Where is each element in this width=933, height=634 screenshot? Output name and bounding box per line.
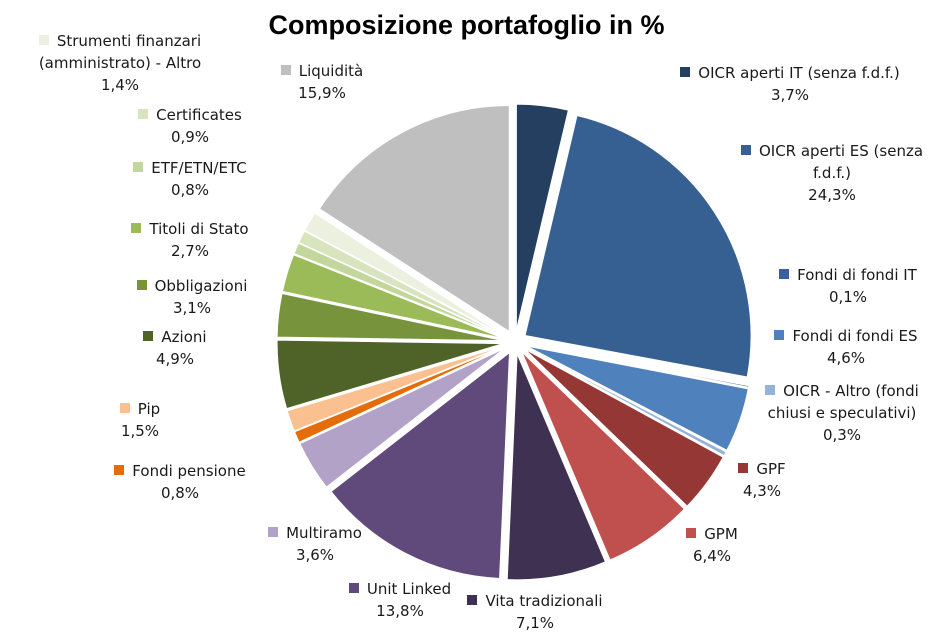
- pie-slice: [506, 353, 607, 581]
- category-name: Strumenti finanzari (amministrato) - Alt…: [38, 32, 202, 72]
- value-label: 1,5%: [120, 422, 160, 440]
- pie-slice: [526, 343, 750, 388]
- pie-slice: [515, 103, 569, 331]
- category-name: Fondi pensione: [132, 462, 246, 480]
- slice-label: Vita tradizionali 7,1%: [445, 590, 625, 634]
- value-label: 2,7%: [170, 242, 210, 260]
- category-name: Pip: [137, 400, 161, 418]
- slice-label: OICR aperti ES (senza f.d.f.) 24,3%: [727, 140, 933, 206]
- slice-label: Strumenti finanzari (amministrato) - Alt…: [5, 30, 235, 96]
- value-label: 0,3%: [822, 426, 862, 444]
- slice-label: OICR aperti IT (senza f.d.f.) 3,7%: [670, 62, 910, 106]
- legend-swatch: [740, 145, 751, 155]
- slice-label: Multiramo 3,6%: [245, 522, 385, 566]
- legend-swatch: [348, 583, 359, 593]
- category-name: Azioni: [161, 328, 207, 346]
- pie-slice: [524, 114, 752, 378]
- legend-swatch: [680, 67, 691, 77]
- value-label: 3,1%: [172, 299, 212, 317]
- slice-label: Obbligazioni 3,1%: [112, 275, 272, 319]
- category-name: Obbligazioni: [154, 277, 248, 295]
- value-label: 1,4%: [100, 76, 140, 94]
- category-name: Vita tradizionali: [485, 592, 603, 610]
- value-label: 0,9%: [170, 128, 210, 146]
- slice-label: Certificates 0,9%: [110, 104, 270, 148]
- legend-swatch: [467, 595, 478, 605]
- legend-swatch: [738, 463, 749, 473]
- category-name: Liquidità: [298, 62, 364, 80]
- slice-label: Azioni 4,9%: [105, 326, 245, 370]
- value-label: 3,6%: [295, 546, 335, 564]
- slice-label: Fondi pensione 0,8%: [90, 460, 270, 504]
- pie-slice: [286, 345, 504, 432]
- category-name: Fondi di fondi ES: [792, 327, 918, 345]
- value-label: 13,8%: [376, 602, 424, 620]
- legend-swatch: [765, 385, 776, 395]
- pie-slice: [298, 230, 505, 338]
- legend-swatch: [779, 269, 790, 279]
- value-label: 4,3%: [742, 482, 782, 500]
- legend-swatch: [133, 162, 144, 172]
- pie-slice: [304, 212, 505, 337]
- pie-slice: [281, 254, 504, 340]
- value-label: 0,8%: [170, 181, 210, 199]
- pie-slice: [524, 348, 724, 507]
- pie-slice: [293, 346, 505, 443]
- legend-swatch: [774, 330, 785, 340]
- category-name: GPM: [704, 525, 738, 543]
- slice-label: GPM 6,4%: [662, 523, 762, 567]
- value-label: 7,1%: [515, 614, 555, 632]
- slice-label: Unit Linked 13,8%: [330, 578, 470, 622]
- pie-slice: [293, 242, 505, 338]
- legend-swatch: [143, 331, 154, 341]
- category-name: Certificates: [156, 106, 242, 124]
- value-label: 0,1%: [828, 288, 868, 306]
- legend-swatch: [136, 280, 147, 290]
- value-label: 3,7%: [770, 86, 810, 104]
- legend-swatch: [268, 527, 279, 537]
- category-name: GPF: [756, 460, 786, 478]
- chart-title: Composizione portafoglio in %: [268, 10, 665, 40]
- legend-swatch: [280, 65, 291, 75]
- category-name: OICR aperti ES (senza f.d.f.): [758, 142, 924, 182]
- pie-slice: [276, 292, 504, 342]
- category-name: Fondi di fondi IT: [797, 266, 917, 284]
- legend-swatch: [119, 403, 130, 413]
- value-label: 4,9%: [155, 350, 195, 368]
- pie-slice: [299, 347, 506, 488]
- slice-label: Liquidità 15,9%: [252, 60, 392, 104]
- category-name: ETF/ETN/ETC: [151, 159, 247, 177]
- legend-swatch: [131, 223, 142, 233]
- value-label: 4,6%: [826, 349, 866, 367]
- value-label: 6,4%: [692, 547, 732, 565]
- value-label: 0,8%: [160, 484, 200, 502]
- slice-label: ETF/ETN/ETC 0,8%: [110, 157, 270, 201]
- slice-label: Fondi di fondi ES 4,6%: [761, 325, 931, 369]
- category-name: Multiramo: [286, 524, 362, 542]
- slice-label: Titoli di Stato 2,7%: [110, 218, 270, 262]
- category-name: Unit Linked: [366, 580, 452, 598]
- pie-slice: [318, 104, 510, 333]
- pie-slice: [526, 345, 749, 451]
- category-name: Titoli di Stato: [149, 220, 249, 238]
- legend-swatch: [686, 528, 697, 538]
- slice-label: Fondi di fondi IT 0,1%: [773, 264, 923, 308]
- value-label: 15,9%: [298, 84, 346, 102]
- slice-label: GPF 4,3%: [712, 458, 812, 502]
- category-name: OICR aperti IT (senza f.d.f.): [698, 64, 900, 82]
- legend-swatch: [114, 465, 125, 475]
- pie-slice: [276, 339, 504, 410]
- legend-swatch: [38, 35, 49, 45]
- pie-slice: [330, 351, 511, 579]
- pie-slice: [521, 351, 686, 561]
- value-label: 24,3%: [808, 186, 856, 204]
- pie-slice: [525, 347, 727, 457]
- legend-swatch: [138, 109, 149, 119]
- category-name: OICR - Altro (fondi chiusi e speculativi…: [767, 382, 919, 422]
- slice-label: Pip 1,5%: [90, 398, 190, 442]
- slice-label: OICR - Altro (fondi chiusi e speculativi…: [747, 380, 933, 446]
